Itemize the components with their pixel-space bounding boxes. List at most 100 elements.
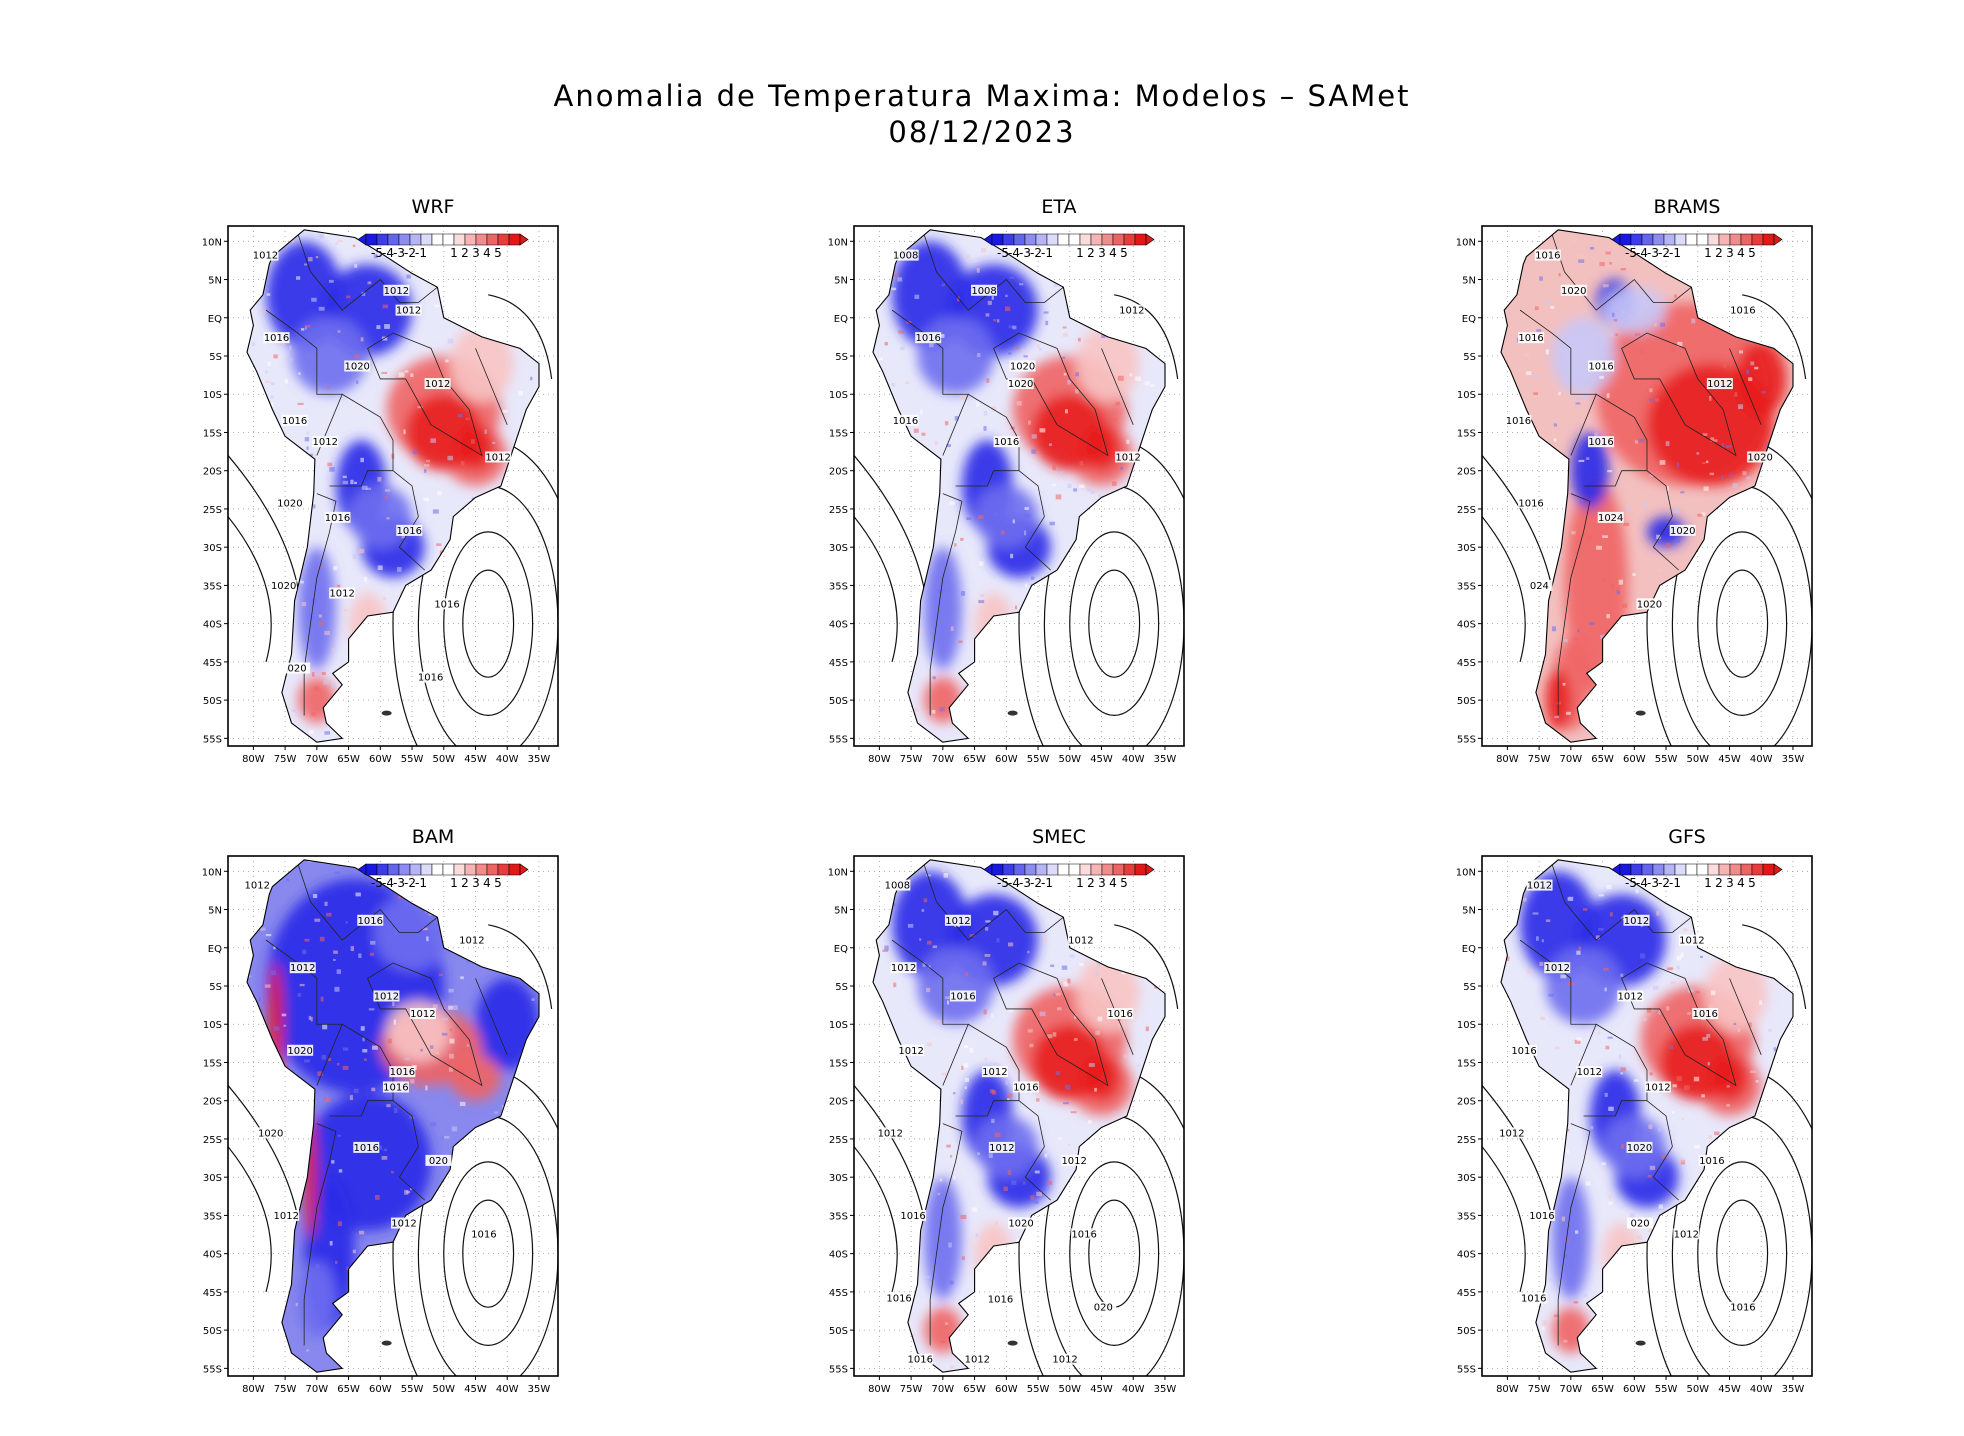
colorbar-tick-label: 3	[1098, 246, 1106, 260]
longitude-tick-label: 70W	[1560, 754, 1583, 765]
latitude-tick-label: 50S	[829, 1326, 848, 1337]
latitude-tick-label: 5N	[834, 276, 848, 287]
latitude-tick-label: 30S	[829, 1173, 848, 1184]
colorbar-legend: -5 -4 -3 -2 -1 1 2 3 4 5	[983, 863, 1155, 890]
isobar-label: 1012	[329, 589, 354, 600]
latitude-tick-label: 40S	[1457, 620, 1476, 631]
longitude-tick-label: 80W	[868, 1384, 891, 1395]
isobar-label: 1016	[354, 1143, 379, 1154]
latitude-tick-label: 5S	[209, 352, 222, 363]
colorbar-tick-label: 5	[494, 876, 502, 890]
isobar-label: 1012	[1527, 881, 1552, 892]
latitude-tick-label: 5N	[208, 906, 222, 917]
latitude-tick-label: 25S	[1457, 1135, 1476, 1146]
isobar-label: 1020	[1010, 361, 1035, 372]
latitude-tick-label: 10S	[1457, 390, 1476, 401]
isobar-label: 1012	[1679, 936, 1704, 947]
longitude-tick-label: 40W	[1750, 754, 1773, 765]
longitude-tick-label: 35W	[528, 1384, 551, 1395]
colorbar-tick-label: -3	[393, 876, 405, 890]
colorbar-tick-label: -1	[1669, 876, 1681, 890]
isobar-label: 1012	[982, 1067, 1007, 1078]
isobar-label: 1012	[1618, 991, 1643, 1002]
colorbar-tick-label: 3	[1726, 876, 1734, 890]
latitude-tick-label: 10S	[203, 390, 222, 401]
isobar-label: 1020	[1627, 1143, 1652, 1154]
longitude-tick-label: 35W	[1782, 1384, 1805, 1395]
isobar-label: 1016	[1107, 1009, 1132, 1020]
colorbar-tick-label: -2	[404, 246, 416, 260]
colorbar-tick-label: 2	[1715, 876, 1723, 890]
latitude-tick-label: 25S	[829, 505, 848, 516]
colorbar-tick-label: 1	[1076, 246, 1084, 260]
colorbar-tick-label: -2	[1658, 876, 1670, 890]
isobar-label: 1016	[325, 513, 350, 524]
colorbar-tick-label: -5	[371, 246, 383, 260]
colorbar-tick-label: 1	[450, 246, 458, 260]
latitude-tick-label: 25S	[829, 1135, 848, 1146]
isobar-label: 1016	[1692, 1009, 1717, 1020]
isobar-label: 1012	[1052, 1355, 1077, 1366]
colorbar-tick-label: 4	[483, 876, 491, 890]
isobar-label: 1016	[1506, 416, 1531, 427]
isobar-label: 1016	[950, 991, 975, 1002]
isobar-label: 1008	[885, 881, 910, 892]
colorbar-tick-label: -4	[1008, 246, 1020, 260]
isobar-label: 1016	[1518, 498, 1543, 509]
latitude-tick-label: 10N	[828, 867, 848, 878]
colorbar-legend: -5 -4 -3 -2 -1 1 2 3 4 5	[357, 863, 529, 890]
isobar-label: 1012	[253, 251, 278, 262]
longitude-tick-label: 75W	[274, 1384, 297, 1395]
isobar-label: 1020	[1637, 599, 1662, 610]
latitude-tick-label: EQ	[1462, 314, 1476, 325]
panel-gfs: GFS 10N 5N EQ 5S 10S 15S 20S 25S 30S 35S 40S 45S 50S 5…	[1440, 826, 1813, 1426]
isobar-label: 1016	[1013, 1082, 1038, 1093]
longitude-tick-label: 35W	[1154, 754, 1177, 765]
latitude-tick-label: 10S	[829, 390, 848, 401]
longitude-tick-label: 55W	[1655, 754, 1678, 765]
latitude-tick-label: 40S	[829, 1250, 848, 1261]
latitude-tick-label: 5S	[835, 352, 848, 363]
panel-title: GFS	[1668, 826, 1706, 848]
latitude-tick-label: 20S	[203, 1097, 222, 1108]
latitude-tick-label: 35S	[1457, 581, 1476, 592]
isobar-label: 1012	[1624, 916, 1649, 927]
colorbar-tick-label: -5	[997, 246, 1009, 260]
isobar-label: 1020	[258, 1128, 283, 1139]
longitude-tick-label: 35W	[1782, 754, 1805, 765]
isobar-label: 020	[1631, 1219, 1650, 1230]
isobar-label: 1016	[1511, 1046, 1536, 1057]
map-plot: 10N 5N EQ 5S 10S 15S 20S 25S 30S 35S 40S 45S 50S 55S 8…	[1456, 225, 1813, 765]
longitude-tick-label: 65W	[1591, 1384, 1614, 1395]
map-plot: 10N 5N EQ 5S 10S 15S 20S 25S 30S 35S 40S 45S 50S 55S 8…	[202, 225, 559, 765]
colorbar-tick-label: 1	[1704, 246, 1712, 260]
latitude-tick-label: 10S	[829, 1020, 848, 1031]
latitude-tick-label: 45S	[829, 1288, 848, 1299]
title-line-2: 08/12/2023	[888, 115, 1076, 149]
isobar-label: 1016	[282, 416, 307, 427]
isobar-label: 1016	[264, 333, 289, 344]
longitude-tick-label: 45W	[1090, 1384, 1113, 1395]
colorbar-tick-label: 2	[1087, 876, 1095, 890]
longitude-tick-label: 75W	[900, 1384, 923, 1395]
isobar-label: 1016	[390, 1067, 415, 1078]
longitude-tick-label: 65W	[963, 754, 986, 765]
latitude-tick-label: 45S	[1457, 658, 1476, 669]
panel-title: BAM	[411, 826, 455, 848]
isobar-label: 1012	[965, 1355, 990, 1366]
figure-title: Anomalia de Temperatura Maxima: Modelos …	[0, 78, 1964, 150]
isobar-label: 1016	[471, 1229, 496, 1240]
isobar-label: 1012	[425, 379, 450, 390]
colorbar-tick-label: 5	[1120, 246, 1128, 260]
longitude-tick-label: 75W	[1528, 754, 1551, 765]
colorbar-tick-label: 5	[1120, 876, 1128, 890]
panel-title: BRAMS	[1653, 196, 1721, 218]
longitude-tick-label: 60W	[1623, 754, 1646, 765]
latitude-tick-label: 30S	[1457, 1173, 1476, 1184]
latitude-tick-label: 10S	[203, 1020, 222, 1031]
isobar-label: 1012	[878, 1128, 903, 1139]
latitude-tick-label: EQ	[208, 314, 222, 325]
latitude-tick-label: 55S	[829, 1364, 848, 1375]
latitude-tick-label: 5N	[1462, 906, 1476, 917]
latitude-tick-label: 10N	[828, 237, 848, 248]
